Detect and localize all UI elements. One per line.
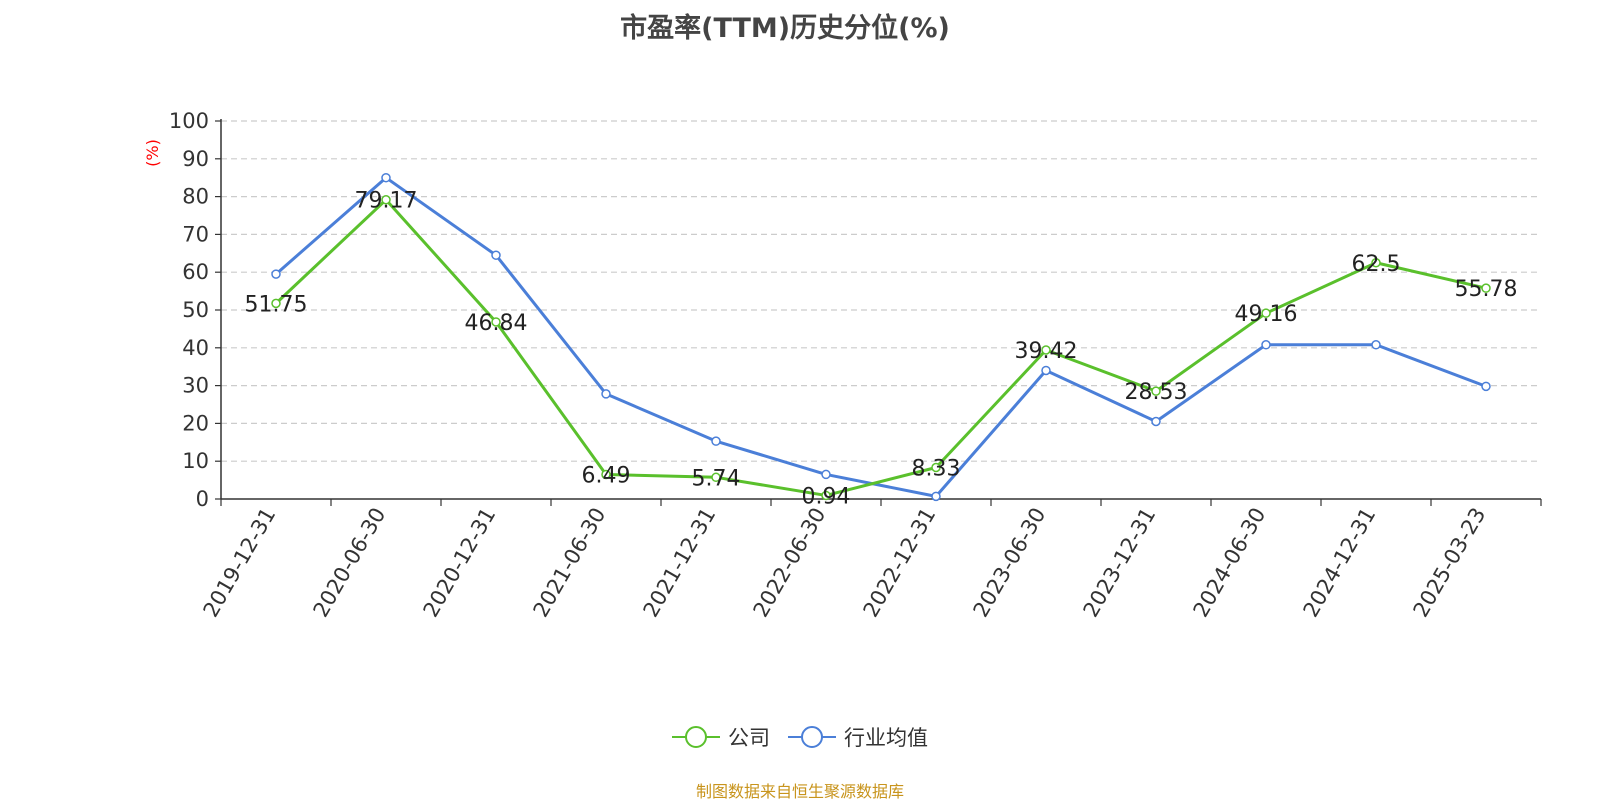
company-data-label: 51.75 [245,292,308,317]
x-tick-label: 2019-12-31 [199,504,281,622]
company-data-point[interactable] [601,469,611,480]
legend: 公司 行业均值 [0,722,1600,752]
industry-avg-data-point[interactable] [1151,416,1161,427]
company-data-point[interactable] [1481,283,1491,293]
industry-avg-data-point[interactable] [711,436,721,446]
y-tick-label: 80 [182,185,209,209]
y-tick-label: 50 [182,298,209,322]
company-data-label: 46.84 [465,311,528,336]
y-axis-unit-label: (%) [143,139,162,167]
y-tick-label: 0 [196,487,209,511]
company-data-point[interactable] [1371,258,1381,268]
industry-avg-data-point[interactable] [1481,381,1491,392]
company-series-line [274,198,1487,497]
y-tick-label: 60 [182,260,209,284]
source-note: 制图数据来自恒生聚源数据库 [695,782,904,801]
x-tick-label: 2024-12-31 [1299,504,1381,622]
company-data-label: 28.53 [1125,380,1188,405]
x-tick-label: 2020-06-30 [309,504,391,622]
company-data-point[interactable] [711,472,721,483]
y-tick-label: 10 [182,449,209,473]
legend-item-company[interactable]: 公司 [672,722,770,752]
grid-lines [221,120,1541,462]
x-tick-label: 2021-06-30 [529,504,611,622]
industry-avg-data-point[interactable] [271,269,281,279]
company-data-label: 55.78 [1455,277,1518,302]
company-data-label: 62.5 [1352,252,1401,277]
company-data-point[interactable] [931,462,941,473]
industry-avg-data-point[interactable] [381,172,391,183]
x-tick-label: 2021-12-31 [639,504,721,622]
industry-avg-data-point[interactable] [601,389,611,399]
company-data-label: 5.74 [692,466,741,491]
x-tick-label: 2023-12-31 [1079,504,1161,622]
legend-item-industry-avg[interactable]: 行业均值 [788,722,928,752]
series [271,172,1491,502]
company-data-label: 8.33 [912,457,961,482]
y-tick-label: 100 [169,109,209,133]
company-data-label: 49.16 [1235,302,1298,327]
industry-avg-data-point[interactable] [1261,340,1271,350]
legend-line-marker-icon [672,726,720,748]
industry-avg-data-point[interactable] [931,491,941,502]
x-tick-label: 2023-06-30 [969,504,1051,622]
y-tick-label: 70 [182,222,209,246]
company-data-point[interactable] [821,490,831,501]
company-data-point[interactable] [1261,308,1271,318]
company-data-label: 0.94 [802,484,851,509]
company-data-label: 39.42 [1015,339,1078,364]
company-data-point[interactable] [1151,386,1161,396]
y-tick-label: 40 [182,336,209,360]
y-tick-label: 90 [182,147,209,171]
company-data-point[interactable] [271,298,281,309]
data-labels: 51.75 79.17 46.84 6.49 5.74 0.94 8.33 39.42 28.5… [245,189,1518,510]
x-tick-label: 2022-06-30 [749,504,831,622]
industry-avg-data-point[interactable] [1371,340,1381,350]
industry-avg-data-point[interactable] [1041,365,1051,376]
legend-label-company: 公司 [728,726,770,750]
industry-avg-data-point[interactable] [491,250,501,260]
x-tick-label: 2025-03-23 [1409,504,1491,622]
company-data-point[interactable] [1041,345,1051,355]
industry-avg-series-line [275,176,1487,498]
legend-label-industry-avg: 行业均值 [844,726,928,750]
company-data-point[interactable] [381,194,391,205]
y-tick-label: 30 [182,374,209,398]
chart-title: 市盈率(TTM)历史分位(%) [620,13,950,44]
x-tick-label: 2024-06-30 [1189,504,1271,622]
legend-line-marker-icon [788,726,836,748]
company-data-label: 79.17 [355,189,418,214]
x-tick-label: 2020-12-31 [419,504,501,622]
company-data-label: 6.49 [582,463,631,488]
company-data-point[interactable] [491,317,501,327]
x-tick-label: 2022-12-31 [859,504,941,622]
y-tick-label: 20 [182,411,209,435]
industry-avg-data-point[interactable] [821,469,831,480]
